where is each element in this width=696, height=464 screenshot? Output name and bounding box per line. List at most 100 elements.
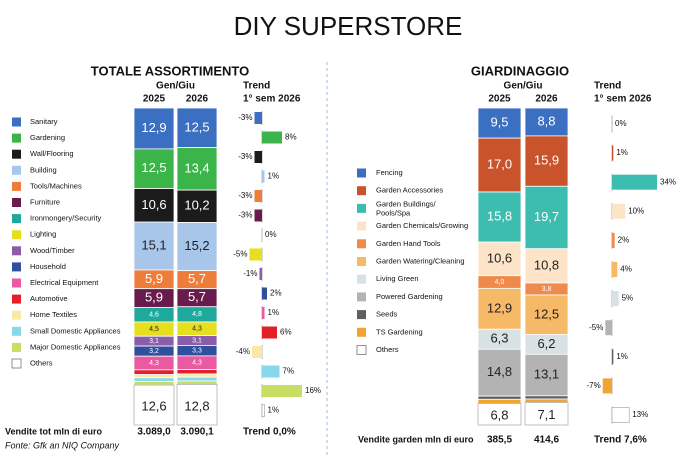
segment-label: 12,6: [141, 398, 166, 413]
trend-label: -4%: [236, 347, 250, 356]
trend-label: -3%: [238, 152, 252, 161]
segment: [524, 107, 569, 137]
trend-bar: [605, 320, 612, 336]
legend-label: Small Domestic Appliances: [30, 326, 121, 335]
segment: [524, 395, 569, 400]
trend-bar: [259, 268, 262, 280]
legend-marker: [12, 326, 21, 336]
trend-bar: [254, 209, 262, 222]
segment: [477, 348, 522, 397]
legend-label: Fencing: [376, 168, 403, 177]
legend-marker: [11, 358, 22, 369]
trend-bar: [262, 307, 265, 319]
trend-bar: [612, 174, 657, 190]
segment: [477, 398, 522, 404]
trend-label: 10%: [628, 206, 644, 215]
segment-label: 10,6: [141, 197, 166, 212]
legend-marker: [12, 278, 21, 288]
segment: [524, 402, 569, 426]
legend-label: Powered Gardening: [376, 292, 443, 301]
legend-marker: [356, 345, 367, 355]
legend-marker: [12, 230, 21, 240]
legend-marker: [12, 342, 21, 352]
legend-label: Garden Accessories: [376, 186, 443, 195]
legend-marker: [12, 149, 21, 159]
segment-label: 14,8: [487, 364, 512, 379]
trend-label: -1%: [243, 269, 257, 278]
segment-label: 13,4: [184, 160, 209, 175]
trend-label: -7%: [587, 381, 601, 390]
legend-marker: [12, 310, 21, 320]
trend-bar: [612, 262, 618, 277]
segment-label: 3,1: [192, 337, 202, 344]
segment-label: 4,6: [149, 312, 159, 319]
footer-value: 3.090,1: [180, 427, 214, 438]
segment: [176, 373, 218, 378]
legend-label: Major Domestic Appliances: [30, 342, 121, 351]
trend-label: 13%: [632, 410, 648, 419]
segment-label: 12,5: [184, 119, 209, 134]
trend-bar: [254, 112, 262, 124]
segment: [176, 189, 218, 223]
footer-label: Vendite tot mln di euro: [5, 426, 103, 436]
segment-label: 4,0: [495, 279, 505, 286]
segment-label: 4,3: [192, 326, 202, 333]
trend-title: Trend: [243, 81, 270, 92]
trend-bar: [612, 349, 614, 365]
legend-label: Others: [30, 358, 53, 367]
legend-marker: [12, 198, 21, 207]
trend-bar: [249, 248, 262, 261]
trend-label: 16%: [305, 386, 321, 395]
segment-label: 3,1: [149, 338, 159, 345]
trend-bar: [612, 291, 619, 307]
segment: [133, 377, 175, 382]
trend-label: 34%: [660, 177, 676, 186]
segment-label: 12,5: [141, 160, 166, 175]
trend-label: 1%: [616, 148, 628, 157]
segment: [176, 384, 218, 426]
segment-label: 5,7: [188, 271, 206, 286]
segment: [524, 135, 569, 187]
trend-label: 5%: [622, 294, 634, 303]
segment-label: 3,2: [149, 348, 159, 355]
segment-label: 10,2: [184, 198, 209, 213]
segment-label: 12,8: [184, 398, 209, 413]
legend-marker: [357, 203, 366, 213]
segment-label: 8,8: [537, 113, 555, 128]
trend-label: 0%: [265, 230, 277, 239]
footer-value: 3.089,0: [137, 427, 171, 438]
legend-label: Wood/Timber: [30, 246, 75, 255]
year-label: 2025: [488, 94, 511, 105]
segment-label: 7,1: [537, 407, 555, 422]
legend-marker: [357, 186, 366, 196]
footer-value: 414,6: [534, 435, 559, 446]
legend-marker: [357, 168, 366, 178]
legend-label: Others: [376, 345, 399, 354]
trend-subtitle: 1° sem 2026: [594, 94, 652, 105]
segment: [477, 395, 522, 400]
trend-bar: [262, 287, 267, 300]
legend-marker: [12, 117, 21, 127]
legend-label: Sanitary: [30, 117, 58, 126]
segment: [176, 376, 218, 382]
trend-bar: [611, 407, 630, 423]
legend-label: Lighting: [30, 230, 56, 239]
segment-label: 5,9: [145, 271, 163, 286]
segment-label: 15,9: [534, 153, 559, 168]
legend-label: Seeds: [376, 310, 398, 319]
segment: [524, 185, 569, 250]
legend-label: Automotive: [30, 294, 68, 303]
segment-label: 12,5: [534, 306, 559, 321]
trend-title: Trend: [594, 81, 621, 92]
segment-label: 10,6: [487, 250, 512, 265]
segment: [477, 403, 522, 426]
trend-label: 7%: [283, 367, 295, 376]
legend-label: Garden Chemicals/Growing: [376, 221, 468, 230]
trend-label: -3%: [238, 113, 252, 122]
panel-title: TOTALE ASSORTIMENTO: [91, 63, 249, 78]
trend-bar: [262, 170, 265, 183]
legend-label: Electrical Equipment: [30, 278, 99, 287]
segment: [133, 148, 175, 189]
trend-bar: [254, 190, 262, 202]
legend-marker: [12, 214, 21, 224]
